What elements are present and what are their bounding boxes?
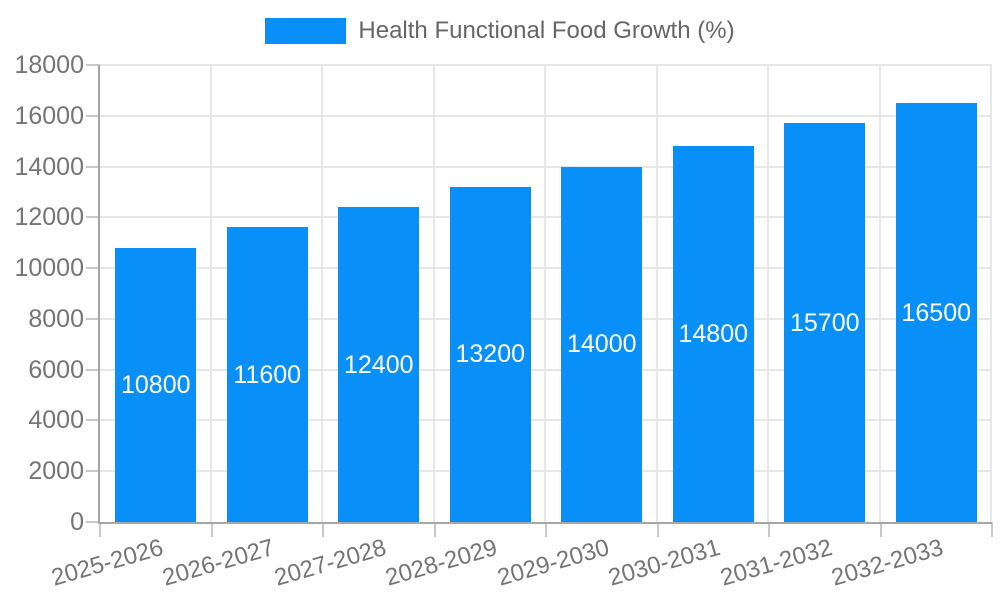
y-axis-label: 16000 xyxy=(14,101,84,130)
gridline-horizontal xyxy=(100,317,992,320)
gridline-vertical xyxy=(990,65,992,522)
gridline-horizontal xyxy=(100,114,992,117)
bar[interactable] xyxy=(672,146,754,522)
gridline-vertical xyxy=(544,65,546,522)
y-tick xyxy=(86,165,100,168)
gridline-vertical xyxy=(321,65,323,522)
legend-swatch-icon xyxy=(265,18,347,44)
x-axis-label: 2025-2026 xyxy=(48,534,167,592)
y-axis-label: 4000 xyxy=(28,406,84,435)
y-tick xyxy=(86,267,100,270)
bar-value-label: 15700 xyxy=(789,308,860,337)
bar[interactable] xyxy=(449,186,531,522)
bar-value-label: 11600 xyxy=(233,360,302,389)
y-tick xyxy=(86,216,100,219)
y-tick xyxy=(86,317,100,320)
gridline-horizontal xyxy=(100,216,992,219)
bar-value-label: 14800 xyxy=(678,320,749,349)
y-axis-label: 12000 xyxy=(14,203,84,232)
y-axis-label: 6000 xyxy=(28,355,84,384)
x-axis-label: 2029-2030 xyxy=(494,534,613,592)
y-axis-label: 14000 xyxy=(14,152,84,181)
legend: Health Functional Food Growth (%) xyxy=(0,16,1000,46)
y-axis-label: 2000 xyxy=(28,457,84,486)
x-tick xyxy=(99,522,101,537)
gridline-vertical xyxy=(655,65,658,522)
bar-value-label: 13200 xyxy=(455,340,526,369)
gridline-vertical xyxy=(767,65,769,522)
y-axis-label: 18000 xyxy=(14,51,84,79)
x-tick xyxy=(879,522,882,537)
y-tick xyxy=(86,470,100,473)
y-tick xyxy=(86,368,100,371)
bar-value-label: 10800 xyxy=(120,370,191,399)
bar-value-label: 12400 xyxy=(343,350,414,379)
legend-item[interactable]: Health Functional Food Growth (%) xyxy=(265,16,735,46)
y-tick xyxy=(86,419,100,422)
bar-value-label: 14000 xyxy=(566,330,637,359)
y-axis-label: 0 xyxy=(70,508,84,536)
gridline-horizontal xyxy=(100,368,992,371)
x-axis-label: 2032-2033 xyxy=(828,534,947,592)
gridline-horizontal xyxy=(100,419,992,422)
x-tick xyxy=(991,522,993,537)
x-tick xyxy=(545,522,547,537)
y-axis-label: 10000 xyxy=(14,254,84,283)
y-tick xyxy=(86,114,100,117)
x-tick xyxy=(322,522,324,537)
x-tick xyxy=(210,522,213,537)
gridline-vertical xyxy=(878,65,881,522)
y-axis-line xyxy=(98,65,100,524)
bar[interactable] xyxy=(784,123,866,522)
gridline-horizontal xyxy=(100,64,992,66)
x-tick xyxy=(768,522,770,537)
y-tick xyxy=(86,64,100,66)
legend-label: Health Functional Food Growth (%) xyxy=(358,17,735,44)
bar[interactable] xyxy=(226,227,308,522)
bar[interactable] xyxy=(561,166,643,522)
x-axis-label: 2026-2027 xyxy=(159,534,278,592)
bar[interactable] xyxy=(115,247,197,522)
bar[interactable] xyxy=(895,103,977,522)
bar-value-label: 16500 xyxy=(901,298,972,327)
x-tick xyxy=(433,522,436,537)
x-axis-label: 2028-2029 xyxy=(382,534,501,592)
y-tick xyxy=(86,521,100,523)
x-tick xyxy=(656,522,659,537)
gridline-vertical xyxy=(209,65,212,522)
gridline-horizontal xyxy=(100,470,992,473)
gridline-vertical xyxy=(432,65,435,522)
bar[interactable] xyxy=(338,207,420,522)
x-axis-label: 2031-2032 xyxy=(717,534,836,592)
gridline-horizontal xyxy=(100,267,992,270)
x-axis-line xyxy=(98,522,992,524)
x-axis-label: 2030-2031 xyxy=(605,534,724,592)
y-axis-label: 8000 xyxy=(28,304,84,333)
gridline-horizontal xyxy=(100,165,992,168)
x-axis-label: 2027-2028 xyxy=(271,534,390,592)
